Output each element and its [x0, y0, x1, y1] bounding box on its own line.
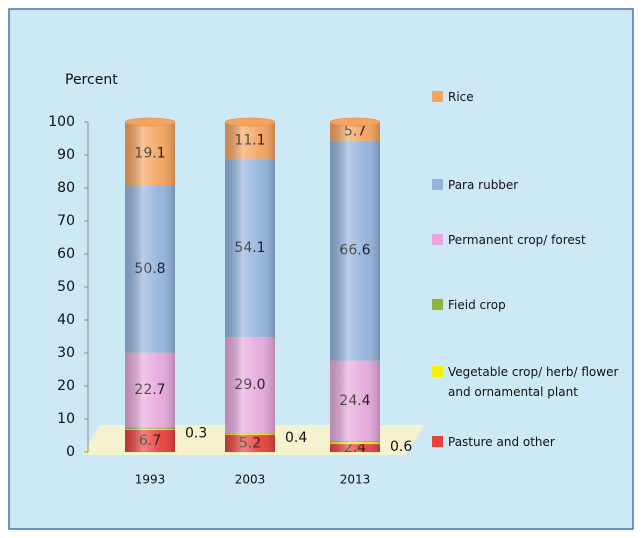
- y-tick-label: 30: [57, 345, 75, 361]
- value-label: 0.3: [185, 425, 207, 441]
- legend-swatch: [432, 366, 443, 377]
- y-tick-label: 10: [57, 411, 75, 427]
- cylinder-shade: [125, 122, 175, 452]
- legend-swatch: [432, 436, 443, 447]
- legend-swatch: [432, 234, 443, 245]
- y-tick-label: 90: [57, 147, 75, 163]
- cylinder-top: [329, 117, 381, 127]
- cylinder-shade: [330, 122, 380, 452]
- cylinder-top: [224, 117, 276, 127]
- y-tick-label: 100: [48, 114, 75, 130]
- x-tick-label: 1993: [135, 473, 166, 487]
- y-tick-label: 20: [57, 378, 75, 394]
- legend-label: Vegetable crop/ herb/ flower and ornamen…: [448, 365, 619, 399]
- y-axis-label: Percent: [65, 72, 118, 88]
- cylinder-top: [124, 117, 176, 127]
- value-label: 0.6: [390, 439, 412, 455]
- y-tick-label: 60: [57, 246, 75, 262]
- legend-swatch: [432, 179, 443, 190]
- legend-label: Para rubber: [448, 178, 519, 192]
- y-tick-label: 40: [57, 312, 75, 328]
- x-tick-label: 2003: [235, 473, 266, 487]
- legend-swatch: [432, 91, 443, 102]
- cylinder-shade: [225, 122, 275, 452]
- x-tick-label: 2013: [340, 473, 371, 487]
- legend-swatch: [432, 299, 443, 310]
- y-tick-label: 70: [57, 213, 75, 229]
- legend-label: Permanent crop/ forest: [448, 233, 586, 247]
- y-tick-label: 80: [57, 180, 75, 196]
- y-tick-label: 50: [57, 279, 75, 295]
- legend-label: Pasture and other: [448, 435, 555, 449]
- legend-label: Rice: [448, 90, 474, 104]
- y-tick-label: 0: [66, 444, 75, 460]
- value-label: 0.4: [285, 430, 307, 446]
- legend-label: Fieid crop: [448, 298, 506, 312]
